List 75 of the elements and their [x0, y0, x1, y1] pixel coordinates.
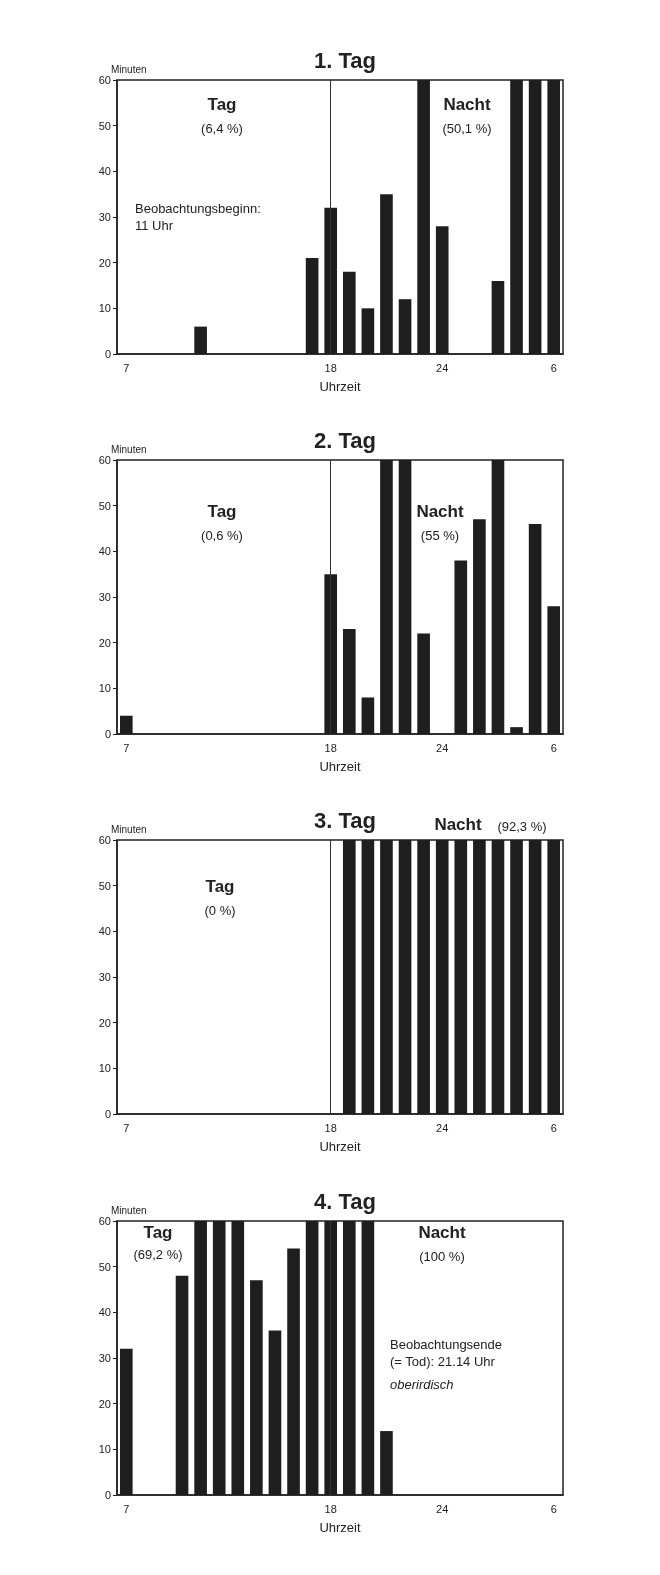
x-axis-title: Uhrzeit — [319, 1520, 361, 1535]
annotation: Nacht — [416, 502, 464, 521]
y-tick-label: 20 — [98, 1397, 111, 1410]
y-tick-label: 20 — [98, 636, 111, 649]
y-tick-label: 40 — [98, 925, 111, 938]
y-tick-label: 10 — [98, 1062, 111, 1075]
chart-title: 2. Tag — [314, 427, 376, 453]
x-tick-label: 6 — [550, 361, 557, 374]
x-tick-label: 18 — [324, 741, 337, 754]
x-tick-label: 6 — [550, 1121, 557, 1134]
annotation: Tag — [143, 1223, 173, 1242]
annotation: (100 %) — [419, 1249, 465, 1264]
y-tick-label: 60 — [98, 454, 111, 466]
annotation: oberirdisch — [390, 1377, 454, 1392]
y-tick-label: 30 — [98, 211, 111, 223]
y-tick-label: 30 — [98, 971, 111, 983]
y-tick-label: 50 — [98, 879, 111, 892]
annotation: (50,1 %) — [442, 121, 492, 136]
annotation: Tag — [207, 95, 237, 114]
x-tick-label: 7 — [123, 1502, 130, 1515]
y-axis-title: Minuten — [111, 823, 147, 835]
y-axis-title: Minuten — [111, 1204, 147, 1216]
annotation: Beobachtungsbeginn: 11 Uhr — [135, 201, 261, 233]
annotation: (0,6 %) — [201, 528, 243, 543]
annotation: Beobachtungsende (= Tod): 21.14 Uhr — [390, 1337, 503, 1369]
annotation: Nacht — [443, 95, 491, 114]
y-tick-label: 60 — [98, 834, 111, 846]
y-tick-label: 40 — [98, 1306, 111, 1319]
annotation: (69,2 %) — [133, 1247, 183, 1262]
chart-title: 4. Tag — [314, 1188, 376, 1214]
y-axis-title: Minuten — [111, 63, 147, 75]
y-tick-label: 40 — [98, 165, 111, 178]
x-tick-label: 24 — [436, 741, 449, 754]
x-tick-label: 6 — [550, 741, 557, 754]
annotation: Tag — [207, 502, 237, 521]
annotation: (0 %) — [204, 903, 236, 918]
x-tick-label: 18 — [324, 361, 337, 374]
y-tick-label: 10 — [98, 302, 111, 315]
x-tick-label: 18 — [324, 1502, 337, 1515]
x-axis-title: Uhrzeit — [319, 379, 361, 394]
y-tick-label: 0 — [104, 728, 111, 740]
x-axis-title: Uhrzeit — [319, 1139, 361, 1154]
y-tick-label: 50 — [98, 499, 111, 512]
annotation: (55 %) — [420, 528, 460, 543]
y-tick-label: 50 — [98, 119, 111, 132]
text: Nacht — [434, 815, 482, 834]
y-tick-label: 10 — [98, 1443, 111, 1456]
annotation: (6,4 %) — [201, 121, 243, 136]
annotation: Nacht — [418, 1223, 466, 1242]
y-tick-label: 0 — [104, 1489, 111, 1501]
x-tick-label: 7 — [123, 1121, 130, 1134]
chart-title: 3. Tag — [314, 807, 376, 833]
x-tick-label: 24 — [436, 1121, 449, 1134]
text: (92,3 %) — [497, 819, 547, 834]
x-tick-label: 24 — [436, 361, 449, 374]
x-tick-label: 7 — [123, 741, 130, 754]
x-tick-label: 7 — [123, 361, 130, 374]
y-tick-label: 20 — [98, 256, 111, 269]
y-tick-label: 20 — [98, 1016, 111, 1029]
y-tick-label: 0 — [104, 348, 111, 360]
x-tick-label: 6 — [550, 1502, 557, 1515]
y-tick-label: 60 — [98, 1215, 111, 1227]
annotation: Tag — [205, 877, 235, 896]
y-tick-label: 40 — [98, 545, 111, 558]
y-tick-label: 50 — [98, 1260, 111, 1273]
x-tick-label: 18 — [324, 1121, 337, 1134]
chart-title: 1. Tag — [314, 47, 376, 73]
y-tick-label: 0 — [104, 1108, 111, 1120]
y-tick-label: 30 — [98, 1352, 111, 1364]
y-tick-label: 60 — [98, 74, 111, 86]
y-axis-title: Minuten — [111, 443, 147, 455]
x-tick-label: 24 — [436, 1502, 449, 1515]
y-tick-label: 30 — [98, 591, 111, 603]
x-axis-title: Uhrzeit — [319, 759, 361, 774]
y-tick-label: 10 — [98, 682, 111, 695]
